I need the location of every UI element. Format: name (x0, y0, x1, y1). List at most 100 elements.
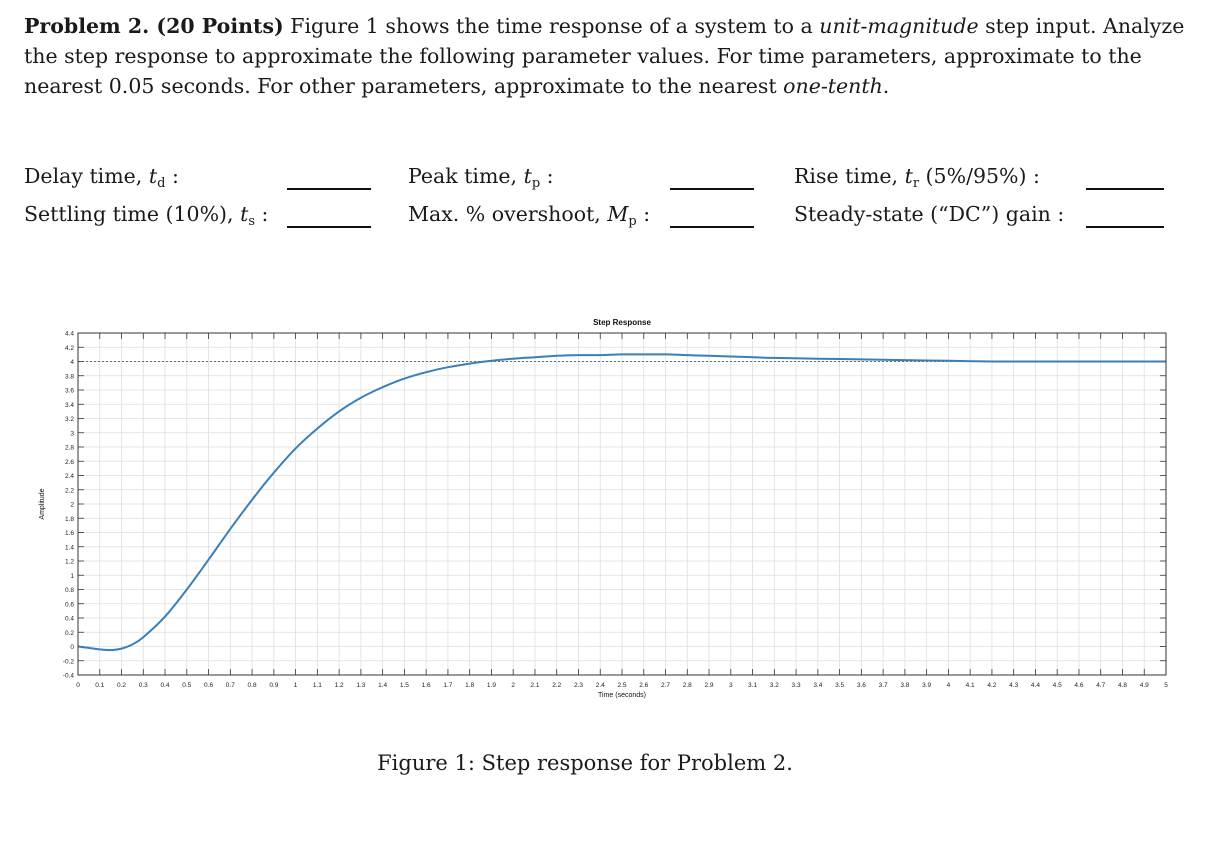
param-max-overshoot: Max. % overshoot, Mp : (408, 202, 651, 229)
x-tick-label: 3.4 (813, 682, 822, 689)
figure-caption: Figure 1: Step response for Problem 2. (377, 751, 793, 775)
y-tick-label: -0.2 (63, 658, 75, 665)
y-tick-label: 2.6 (65, 459, 74, 466)
chart-tick-labels: 0 0.1 0.2 0.3 0.4 0.5 0.6 0.7 0.8 0.9 1 1.1 1.2 1.3 1.… (63, 331, 1168, 690)
x-tick-label: 4.1 (966, 682, 975, 689)
y-tick-label: 3.8 (65, 373, 74, 380)
y-tick-label: 2.4 (65, 473, 74, 480)
x-tick-label: 1.2 (335, 682, 344, 689)
x-tick-label: 3.7 (879, 682, 888, 689)
x-tick-label: 2.5 (617, 682, 626, 689)
x-tick-label: 1.3 (356, 682, 365, 689)
settling-time-answer-blank[interactable] (287, 226, 371, 228)
max-overshoot-answer-blank[interactable] (670, 226, 754, 228)
x-tick-label: 4.8 (1118, 682, 1127, 689)
problem-heading: Problem 2. (20 Points) (24, 14, 284, 38)
y-tick-label: 2.8 (65, 445, 74, 452)
y-tick-label: 4 (70, 359, 74, 366)
step-response-series-line (77, 353, 1166, 652)
delay-time-answer-blank[interactable] (287, 188, 371, 190)
dc-gain-answer-blank[interactable] (1086, 226, 1164, 228)
x-tick-label: 3 (729, 682, 733, 689)
x-tick-label: 0.4 (161, 682, 170, 689)
x-tick-label: 3.6 (857, 682, 866, 689)
x-tick-label: 0 (76, 682, 80, 689)
y-tick-label: 3.6 (65, 388, 74, 395)
x-tick-label: 1.8 (465, 682, 474, 689)
x-tick-label: 1 (294, 682, 298, 689)
step-response-chart: 0 0.1 0.2 0.3 0.4 0.5 0.6 0.7 0.8 0.9 1 1.1 1.2 1.3 1.… (39, 318, 1168, 699)
problem-text-1: Figure 1 shows the time response of a sy… (283, 14, 820, 38)
step-response-figure: 0 0.1 0.2 0.3 0.4 0.5 0.6 0.7 0.8 0.9 1 1.1 1.2 1.3 1.… (0, 305, 1220, 715)
chart-ticks (77, 332, 1167, 676)
x-tick-label: 2.4 (596, 682, 605, 689)
x-tick-label: 3.3 (792, 682, 801, 689)
x-tick-label: 0.6 (204, 682, 213, 689)
x-tick-label: 2 (511, 682, 515, 689)
y-tick-label: 0.8 (65, 587, 74, 594)
problem-text-3: . (882, 74, 890, 98)
param-settling-time: Settling time (10%), ts : (24, 202, 269, 229)
chart-title: Step Response (593, 318, 651, 327)
y-tick-label: 2.2 (65, 487, 74, 494)
x-tick-label: 3.8 (900, 682, 909, 689)
y-tick-label: 0.2 (65, 630, 74, 637)
x-axis-label: Time (seconds) (598, 692, 646, 699)
y-tick-label: 4.2 (65, 345, 74, 352)
y-tick-label: 1.8 (65, 516, 74, 523)
x-tick-label: 0.7 (226, 682, 235, 689)
parameter-row-1: Delay time, td : Peak time, tp : Rise ti… (24, 164, 1174, 202)
y-tick-label: 0.6 (65, 601, 74, 608)
x-tick-label: 3.2 (770, 682, 779, 689)
problem-text-italic-2: one-tenth (783, 74, 883, 98)
y-tick-label: 3.4 (65, 402, 74, 409)
x-tick-label: 0.2 (117, 682, 126, 689)
x-tick-label: 4.9 (1140, 682, 1149, 689)
y-tick-label: 0.4 (65, 616, 74, 623)
x-tick-label: 4.4 (1031, 682, 1040, 689)
chart-grid (77, 332, 1167, 676)
y-axis-label: Amplitude (39, 488, 46, 519)
parameter-list: Delay time, td : Peak time, tp : Rise ti… (24, 164, 1174, 240)
param-rise-time: Rise time, tr (5%/95%) : (794, 164, 1040, 191)
x-tick-label: 2.9 (705, 682, 714, 689)
param-peak-time: Peak time, tp : (408, 164, 554, 191)
x-tick-label: 4 (947, 682, 951, 689)
y-tick-label: 2 (70, 502, 74, 509)
x-tick-label: 5 (1164, 682, 1168, 689)
x-tick-label: 1.9 (487, 682, 496, 689)
x-tick-label: 1.5 (400, 682, 409, 689)
y-tick-label: 3.2 (65, 416, 74, 423)
parameter-row-2: Settling time (10%), ts : Max. % oversho… (24, 202, 1174, 240)
problem-statement: Problem 2. (20 Points) Figure 1 shows th… (24, 11, 1199, 101)
x-tick-label: 2.7 (661, 682, 670, 689)
x-tick-label: 2.3 (574, 682, 583, 689)
x-tick-label: 4.2 (987, 682, 996, 689)
y-tick-label: 3 (70, 430, 74, 437)
y-tick-label: 1 (70, 573, 74, 580)
x-tick-label: 4.7 (1096, 682, 1105, 689)
x-tick-label: 0.8 (248, 682, 257, 689)
peak-time-answer-blank[interactable] (670, 188, 754, 190)
x-tick-label: 4.6 (1074, 682, 1083, 689)
y-tick-label: 1.2 (65, 559, 74, 566)
x-tick-label: 3.5 (835, 682, 844, 689)
x-tick-label: 0.1 (95, 682, 104, 689)
y-tick-label: 1.6 (65, 530, 74, 537)
x-tick-label: 2.8 (683, 682, 692, 689)
x-tick-label: 1.7 (443, 682, 452, 689)
y-tick-label: 1.4 (65, 544, 74, 551)
param-dc-gain: Steady-state (“DC”) gain : (794, 202, 1065, 226)
y-tick-label: -0.4 (63, 673, 75, 680)
x-tick-label: 4.3 (1009, 682, 1018, 689)
rise-time-answer-blank[interactable] (1086, 188, 1164, 190)
x-tick-label: 0.3 (139, 682, 148, 689)
x-tick-label: 3.9 (922, 682, 931, 689)
problem-text-2: step input. Analyze the step response to… (24, 14, 1185, 98)
x-tick-label: 2.1 (530, 682, 539, 689)
x-tick-label: 1.1 (313, 682, 322, 689)
y-tick-label: 0 (70, 644, 74, 651)
plot-frame (77, 332, 1167, 676)
x-tick-label: 2.2 (552, 682, 561, 689)
x-tick-label: 0.5 (182, 682, 191, 689)
